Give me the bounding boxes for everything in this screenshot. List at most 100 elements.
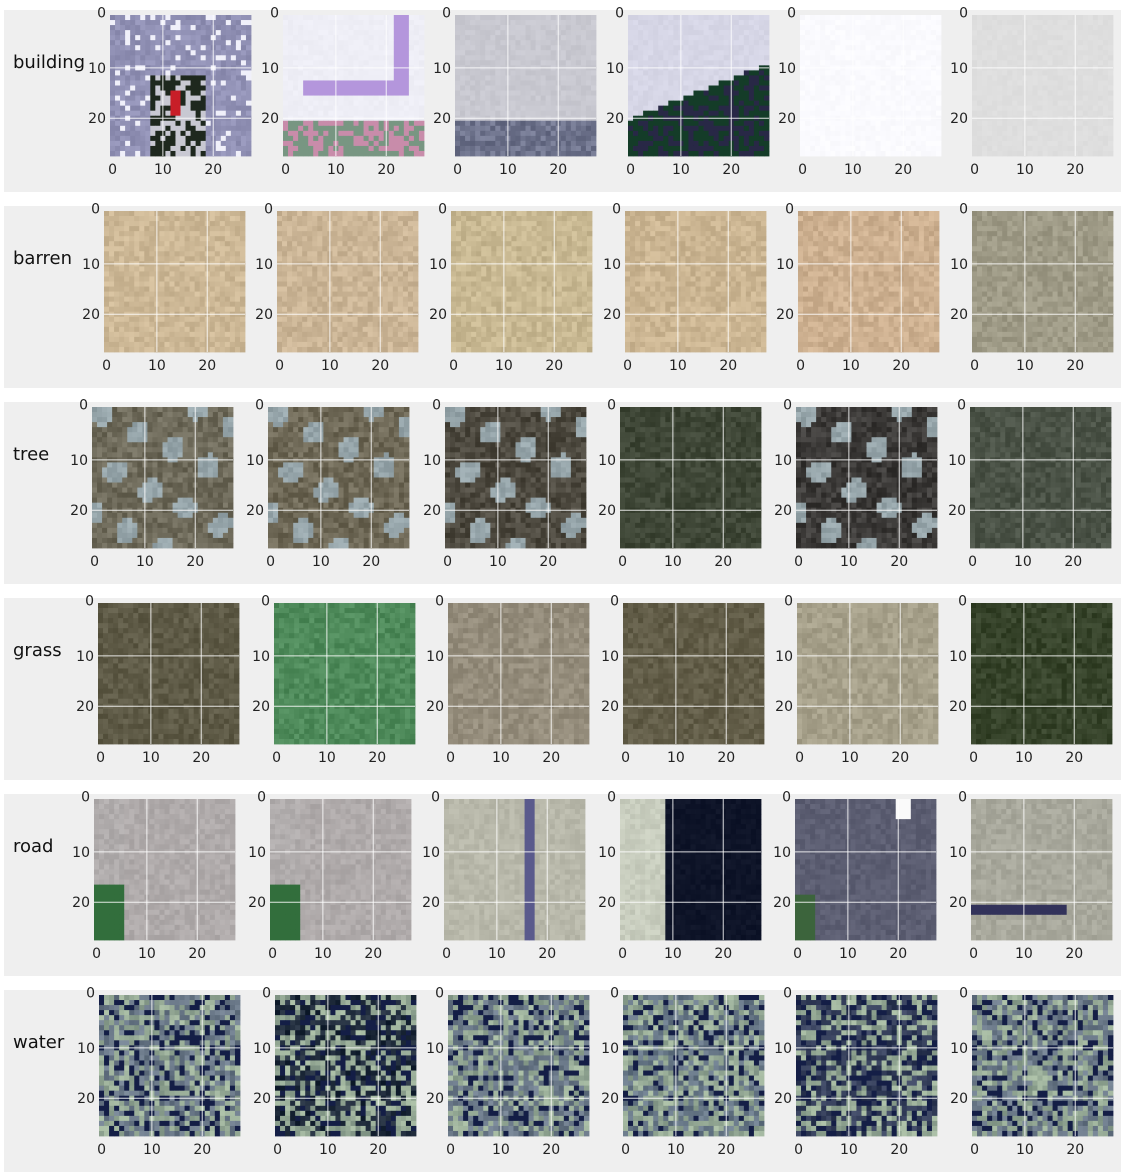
x-tick-label: 0 [449, 358, 458, 374]
y-tick-label: 0 [612, 202, 621, 218]
x-tick-label: 20 [193, 1142, 211, 1158]
x-tick-label: 10 [1015, 750, 1033, 766]
x-tick-label: 0 [794, 1142, 803, 1158]
y-tick-label: 10 [426, 649, 444, 665]
x-tick-label: 0 [626, 162, 635, 178]
y-tick-label: 20 [426, 1091, 444, 1107]
row-label: tree [13, 444, 49, 465]
y-tick-label: 10 [261, 61, 279, 77]
y-tick-label: 20 [603, 307, 621, 323]
x-tick-label: 0 [968, 554, 977, 570]
y-tick-label: 10 [603, 257, 621, 273]
y-tick-label: 0 [435, 594, 444, 610]
y-tick-label: 10 [774, 453, 792, 469]
x-tick-label: 0 [795, 750, 804, 766]
y-tick-label: 10 [950, 61, 968, 77]
y-tick-label: 0 [959, 986, 968, 1002]
y-tick-label: 0 [262, 986, 271, 1002]
x-tick-label: 0 [621, 750, 630, 766]
x-tick-label: 20 [889, 946, 907, 962]
x-tick-label: 10 [136, 554, 154, 570]
y-tick-label: 10 [601, 649, 619, 665]
x-tick-label: 20 [1066, 1142, 1084, 1158]
x-tick-label: 0 [275, 358, 284, 374]
y-tick-label: 20 [774, 503, 792, 519]
image-pixels [620, 407, 761, 548]
x-tick-label: 20 [549, 162, 567, 178]
y-tick-label: 0 [607, 790, 616, 806]
y-tick-label: 10 [606, 61, 624, 77]
x-tick-label: 10 [492, 1142, 510, 1158]
image-pixels [275, 995, 416, 1136]
x-tick-label: 20 [894, 162, 912, 178]
row-label: road [13, 836, 53, 857]
x-tick-label: 20 [1066, 162, 1084, 178]
image-pixels [277, 211, 418, 352]
x-tick-label: 10 [840, 1142, 858, 1158]
x-tick-label: 20 [714, 946, 732, 962]
x-tick-label: 0 [108, 162, 117, 178]
x-tick-label: 0 [97, 1142, 106, 1158]
x-tick-label: 20 [542, 1142, 560, 1158]
x-tick-label: 10 [319, 1142, 337, 1158]
y-tick-label: 10 [246, 453, 264, 469]
y-tick-label: 10 [776, 257, 794, 273]
y-tick-label: 20 [88, 111, 106, 127]
y-tick-label: 10 [773, 845, 791, 861]
image-pixels [444, 799, 585, 940]
y-tick-label: 20 [248, 895, 266, 911]
x-tick-label: 0 [618, 554, 627, 570]
y-tick-label: 0 [958, 790, 967, 806]
image-pixels [445, 407, 586, 548]
x-tick-label: 20 [717, 1142, 735, 1158]
x-tick-label: 10 [492, 750, 510, 766]
image-pixels [99, 995, 240, 1136]
y-tick-label: 0 [264, 202, 273, 218]
y-tick-label: 0 [438, 202, 447, 218]
x-tick-label: 10 [844, 162, 862, 178]
image-pixels [625, 211, 766, 352]
x-tick-label: 0 [268, 946, 277, 962]
x-tick-label: 10 [1016, 358, 1034, 374]
y-tick-label: 0 [782, 790, 791, 806]
image-pixels [628, 15, 769, 156]
y-tick-label: 20 [70, 503, 88, 519]
y-tick-label: 20 [82, 307, 100, 323]
image-pixels [451, 211, 592, 352]
x-tick-label: 10 [667, 1142, 685, 1158]
x-tick-label: 0 [90, 554, 99, 570]
x-tick-label: 20 [1065, 750, 1083, 766]
x-tick-label: 0 [266, 554, 275, 570]
x-tick-label: 20 [369, 1142, 387, 1158]
x-tick-label: 20 [542, 750, 560, 766]
x-tick-label: 0 [443, 554, 452, 570]
y-tick-label: 20 [606, 111, 624, 127]
x-tick-label: 20 [1065, 946, 1083, 962]
x-tick-label: 20 [717, 750, 735, 766]
